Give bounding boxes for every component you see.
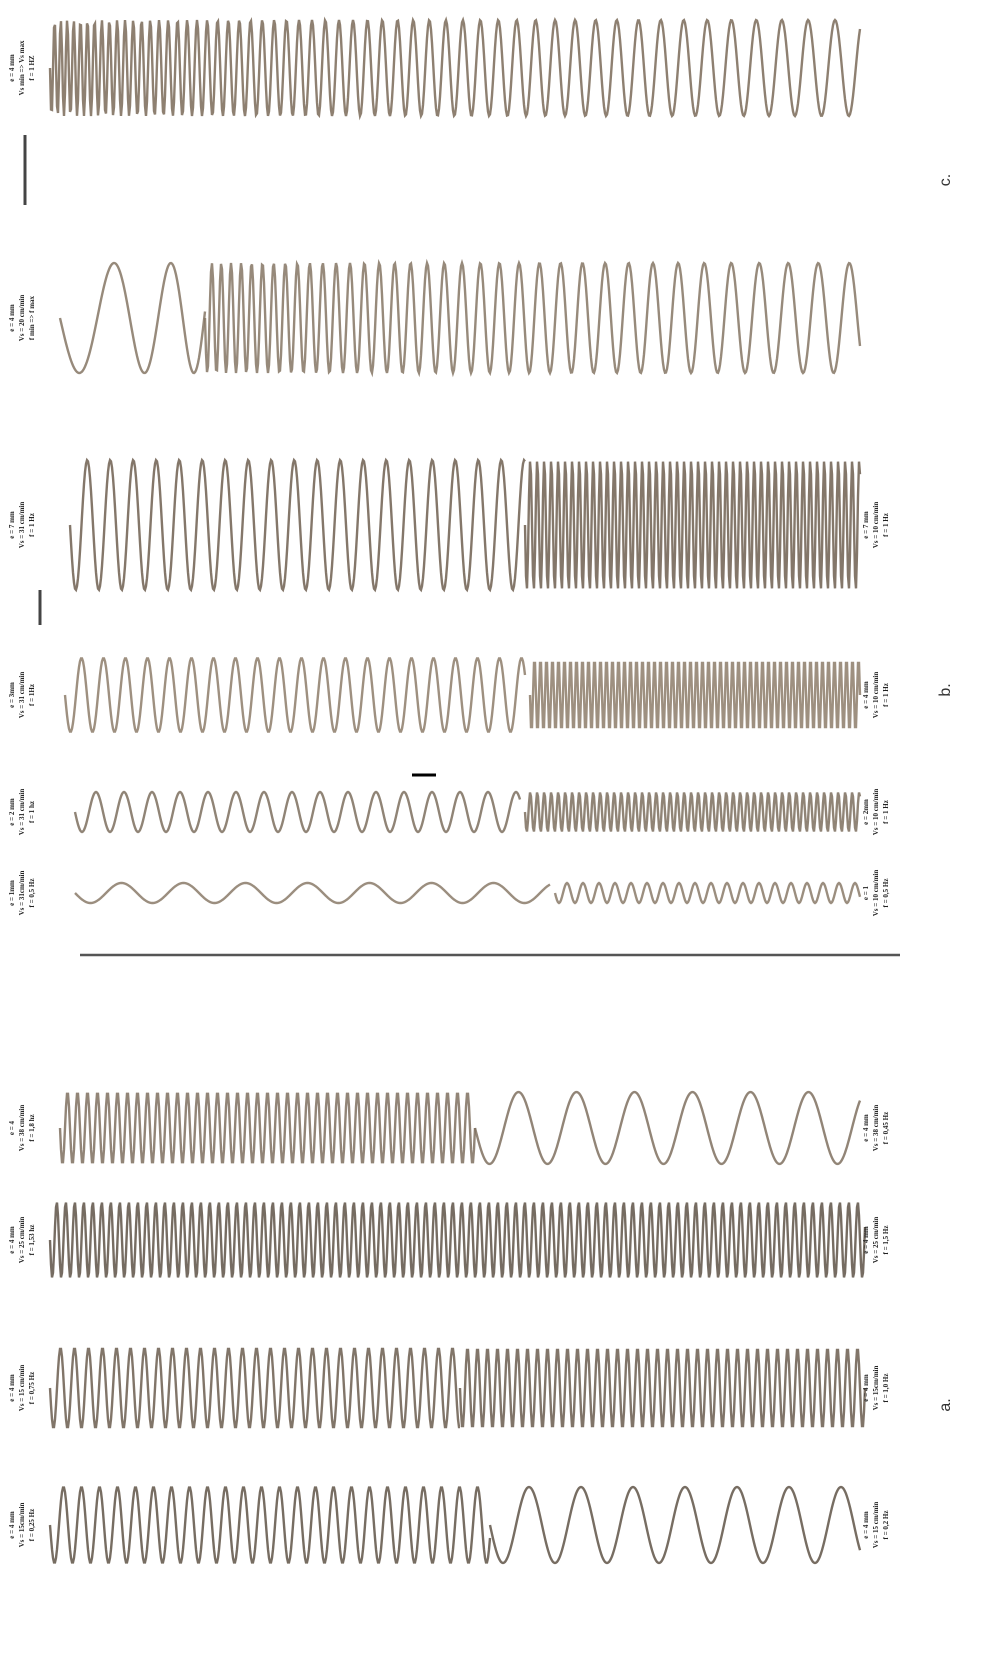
trace-label: f = 1,5 Hz: [882, 1226, 890, 1255]
trace-label: Vs = 15 cm/min: [872, 1502, 880, 1549]
wave-trace: [525, 462, 860, 589]
trace-label: Vs = 38 cm/min: [18, 1105, 26, 1152]
trace-label: Vs = 15cm/min: [872, 1365, 880, 1410]
wave-trace: [50, 1203, 865, 1278]
trace-label: e = 4 mm: [862, 1511, 870, 1539]
trace-label: f = 1 HZ: [28, 55, 36, 81]
trace-label: e = 4 mm: [8, 1511, 16, 1539]
wave-trace: [75, 792, 520, 832]
trace-label: e = 4 mm: [8, 304, 16, 332]
trace-label: e = 3mm: [8, 682, 16, 708]
trace-label: Vs = 38 cm/min: [872, 1105, 880, 1152]
trace-label: e = 4 mm: [862, 1226, 870, 1254]
trace-label: f = 1 Hz: [882, 683, 890, 707]
trace-label: Vs = 31cm/min: [18, 870, 26, 915]
trace-label: f = 1 hz: [28, 801, 36, 823]
figure: c.e = 4 mmVs min => Vs maxf = 1 HZe = 4 …: [0, 0, 1003, 1654]
trace-label: Vs = 25 cm/min: [872, 1217, 880, 1264]
trace-label: Vs = 10 cm/min: [872, 672, 880, 719]
wave-trace: [60, 1094, 475, 1162]
trace-label: f = 0,45 Hz: [882, 1112, 890, 1144]
wave-trace: [75, 883, 550, 903]
trace-label: f = 1 Hz: [882, 513, 890, 537]
trace-label: Vs = 31 cm/min: [18, 672, 26, 719]
trace-label: e = 1mm: [8, 880, 16, 906]
trace-label: f min => f max: [28, 295, 36, 340]
trace-label: e = 4 mm: [8, 1226, 16, 1254]
wave-trace: [525, 793, 860, 832]
trace-label: e = 2mm: [862, 799, 870, 825]
trace-label: e = 4 mm: [8, 54, 16, 82]
trace-label: f = 1,8 hz: [28, 1114, 36, 1141]
trace-label: e = 4 mm: [862, 681, 870, 709]
trace-label: f = 1,53 hz: [28, 1225, 36, 1256]
wave-trace: [50, 1488, 490, 1563]
trace-label: f = 1 Hz: [882, 800, 890, 824]
wave-trace: [555, 883, 860, 903]
wave-trace: [530, 663, 860, 727]
trace-label: e = 7 mm: [862, 511, 870, 539]
trace-label: Vs = 20 cm/min: [18, 295, 26, 342]
trace-label: f = 1 Hz: [28, 513, 36, 537]
trace-label: Vs = 15 cm/min: [18, 1365, 26, 1412]
trace-label: e = 4 mm: [8, 1374, 16, 1402]
trace-label: Vs = 10 cm/min: [872, 502, 880, 549]
trace-label: Vs = 31 cm/min: [18, 502, 26, 549]
wave-trace: [65, 658, 525, 731]
trace-label: e = 4: [8, 1120, 16, 1135]
trace-label: f = 1Hz: [28, 684, 36, 706]
trace-label: Vs = 31 cm/min: [18, 789, 26, 836]
trace-label: e = 4 mm: [862, 1374, 870, 1402]
wave-trace: [50, 1349, 460, 1427]
trace-label: Vs = 10 cm/min: [872, 789, 880, 836]
trace-label: f = 0,5 Hz: [28, 879, 36, 908]
wave-trace: [460, 1350, 865, 1426]
trace-label: f = 0,5 Hz: [882, 879, 890, 908]
trace-label: e = 2 mm: [8, 798, 16, 826]
trace-label: e = 1: [862, 885, 870, 900]
trace-label: Vs = 25 cm/min: [18, 1217, 26, 1264]
wave-trace: [50, 20, 860, 116]
trace-label: f = 1,0 Hz: [882, 1374, 890, 1403]
panel-label: b.: [937, 683, 954, 696]
trace-label: e = 7 mm: [8, 511, 16, 539]
trace-label: f = 0,2 Hz: [882, 1511, 890, 1540]
trace-label: Vs min => Vs max: [18, 40, 26, 95]
wave-trace: [70, 460, 525, 590]
trace-label: Vs = 15cm/min: [18, 1502, 26, 1547]
wave-trace: [475, 1092, 860, 1164]
wave-trace: [490, 1487, 860, 1563]
trace-label: Vs = 10 cm/min: [872, 870, 880, 917]
wave-trace: [205, 263, 860, 373]
panel-label: a.: [937, 1398, 954, 1411]
trace-label: f = 0,75 Hz: [28, 1372, 36, 1404]
wave-trace: [60, 263, 205, 373]
trace-label: f = 0,25 Hz: [28, 1509, 36, 1541]
trace-label: e = 4 mm: [862, 1114, 870, 1142]
panel-label: c.: [937, 174, 954, 186]
